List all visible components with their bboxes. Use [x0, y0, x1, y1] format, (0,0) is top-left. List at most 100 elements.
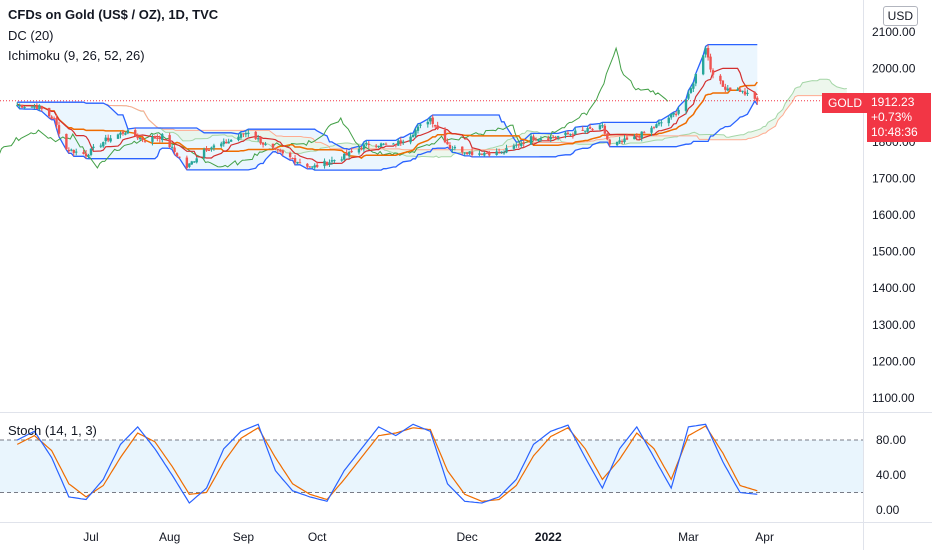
candle-body: [446, 141, 449, 145]
candle-body: [743, 91, 747, 95]
candle-body: [264, 144, 267, 146]
candle-body: [347, 151, 351, 156]
candle-body: [259, 137, 262, 144]
ichimoku-legend[interactable]: Ichimoku (9, 26, 52, 26): [8, 48, 145, 63]
candle-body: [672, 113, 675, 115]
candle-body: [325, 161, 329, 165]
price-change: +0.73%: [871, 110, 913, 124]
last-price-value: 1912.23: [871, 95, 915, 109]
candle-body: [738, 89, 742, 92]
candle-body: [534, 139, 538, 141]
candle-body: [588, 127, 592, 129]
candle-body: [586, 128, 589, 132]
candle-body: [328, 162, 331, 165]
stoch-tick-label: 40.00: [876, 468, 906, 482]
candle-body: [50, 116, 53, 119]
candle-body: [615, 141, 619, 146]
candle-body: [660, 122, 663, 124]
candle-body: [298, 162, 302, 164]
candle-body: [365, 142, 368, 145]
candle-body: [453, 147, 457, 149]
candle-body: [38, 105, 41, 110]
candle-body: [569, 134, 572, 136]
candle-body: [16, 105, 19, 107]
ichimoku-cloud: [106, 79, 847, 158]
candle-body: [741, 90, 744, 92]
donchian-fill: [17, 44, 758, 171]
candle-body: [178, 156, 181, 158]
candle-body: [106, 137, 110, 141]
candle-body: [674, 113, 678, 115]
candle-body: [343, 153, 346, 160]
candle-body: [520, 143, 523, 146]
candle-body: [195, 158, 198, 163]
candle-body: [709, 56, 712, 70]
candle-body: [480, 153, 484, 155]
price-tick-label: 1600.00: [872, 208, 916, 222]
candle-body: [311, 166, 314, 168]
candle-body: [500, 151, 503, 153]
candle-body: [416, 126, 420, 131]
candle-body: [431, 117, 434, 124]
candle-body: [564, 132, 567, 136]
candle-body: [188, 163, 191, 167]
candle-body: [116, 134, 120, 139]
candle-body: [47, 107, 51, 117]
candle-body: [470, 151, 474, 155]
candle-body: [222, 141, 225, 145]
price-tick-label: 1700.00: [872, 171, 916, 185]
candle-body: [517, 144, 520, 146]
candle-body: [402, 141, 405, 143]
candle-body: [220, 143, 223, 147]
candle-body: [313, 165, 316, 168]
candle-body: [556, 136, 560, 138]
candle-body: [276, 148, 280, 150]
candle-body: [461, 146, 464, 153]
candle-body: [443, 130, 447, 143]
candle-body: [99, 145, 103, 147]
candle-body: [684, 99, 688, 111]
candle-body: [537, 139, 540, 141]
candle-body: [23, 107, 26, 109]
candle-body: [52, 118, 56, 120]
currency-button[interactable]: USD: [882, 6, 918, 26]
candle-body: [193, 161, 196, 163]
stoch-tick-label: 80.00: [876, 433, 906, 447]
candle-body: [689, 88, 693, 93]
stoch-legend[interactable]: Stoch (14, 1, 3): [8, 423, 97, 438]
candle-body: [652, 126, 656, 128]
candle-body: [618, 140, 621, 143]
candle-body: [694, 73, 698, 84]
candle-body: [539, 138, 543, 140]
candle-body: [345, 152, 348, 156]
candle-body: [448, 145, 452, 149]
ichimoku-chikou: [0, 46, 669, 169]
candle-body: [379, 143, 383, 147]
candle-body: [625, 137, 629, 140]
candle-body: [55, 118, 58, 125]
candle-body: [635, 135, 639, 138]
stoch-d-line: [16, 425, 758, 502]
price-tick-label: 1500.00: [872, 245, 916, 259]
candle-body: [65, 133, 68, 150]
donchian-legend[interactable]: DC (20): [8, 28, 54, 43]
price-tick-label: 1100.00: [872, 391, 915, 405]
candle-body: [394, 144, 398, 146]
candle-body: [756, 97, 759, 102]
candle-body: [153, 136, 157, 139]
candle-body: [687, 93, 690, 99]
candle-body: [82, 152, 85, 154]
symbol-title[interactable]: CFDs on Gold (US$ / OZ), 1D, TVC: [8, 7, 219, 22]
candle-body: [92, 146, 95, 148]
candle-body: [151, 137, 154, 142]
time-tick-label: Jul: [83, 530, 98, 544]
candle-body: [485, 152, 489, 154]
candle-body: [677, 109, 680, 114]
candle-body: [583, 130, 587, 132]
candle-body: [729, 87, 732, 91]
candle-body: [488, 152, 491, 156]
candle-body: [704, 48, 707, 55]
candle-body: [436, 125, 439, 130]
candle-body: [239, 133, 243, 138]
